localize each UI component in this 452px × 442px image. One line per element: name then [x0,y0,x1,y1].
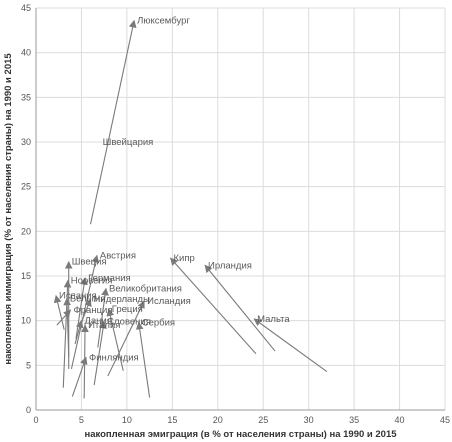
point-label: Швеция [72,257,107,268]
arrow-Дания [74,319,84,345]
arrow-Словения [93,320,107,386]
arrow-Нидерланды [80,298,92,323]
point-label: Исландия [147,296,191,307]
point-label: Финляндия [89,352,139,363]
point-label: Сербия [142,317,175,328]
arrow-Великобритания [97,287,109,348]
y-tick-label: 5 [26,360,31,370]
x-tick-label: 0 [33,415,38,425]
arrow-Исландия [107,300,145,377]
arrow-Греция [106,308,124,371]
y-tick-label: 20 [21,226,31,236]
grid [35,7,446,411]
point-label: Нидерланды [94,294,151,305]
axes [35,8,445,411]
arrow-Германия [75,277,88,339]
x-tick-label: 30 [304,415,314,425]
point-label: Ирландия [208,260,252,271]
arrow-Австрия [70,254,100,370]
point-label: Греция [112,304,143,315]
point-label: Швейцария [103,137,154,148]
x-tick-label: 5 [79,415,84,425]
arrow-Франция [56,309,72,326]
y-tick-label: 10 [21,316,31,326]
point-label: Бельгия [70,293,106,304]
point-label: Великобритания [109,284,182,295]
y-tick-label: 0 [26,405,31,415]
point-label: Австрия [100,250,136,261]
y-tick-label: 45 [21,3,31,13]
point-label: Дания [84,316,111,327]
arrow-Испания [53,294,65,330]
point-label: Испания [59,291,97,302]
arrow-Ирландия [204,264,276,352]
arrow-Люксембург [89,19,137,225]
y-tick-label: 35 [21,92,31,102]
x-tick-label: 25 [258,415,268,425]
y-tick-label: 40 [21,48,31,58]
x-tick-label: 20 [213,415,223,425]
point-label: Франция [74,305,113,316]
point-label: Норвегия [71,275,113,286]
point-label: Кипр [174,253,195,264]
arrows [53,19,328,399]
point-label: Люксембург [137,16,190,27]
x-axis-title: накопленная эмиграция (в % от населения … [84,429,397,440]
y-tick-label: 25 [21,182,31,192]
arrow-Финляндия [71,356,88,397]
y-tick-label: 30 [21,137,31,147]
point-label: Германия [88,273,131,284]
point-label: Словения [107,317,151,328]
point-labels: Люксембург Швейцария Кипр Ирландия Мальта Шве… [59,16,290,364]
x-tick-label: 45 [440,415,450,425]
y-tick-label: 15 [21,271,31,281]
x-tick-label: 35 [349,415,359,425]
x-tick-label: 40 [395,415,405,425]
point-label: Мальта [257,314,290,325]
y-axis-title: накопленная иммиграция (% от населения с… [3,53,14,365]
tick-labels: 0 5 10 15 20 25 30 35 40 45 0 5 10 15 20 25 30 35 40 45 [21,3,450,425]
arrow-Мальта [253,318,328,373]
x-tick-label: 15 [167,415,177,425]
point-label: Италия [88,320,120,331]
arrow-Бельгия [63,297,71,357]
x-tick-label: 10 [122,415,132,425]
arrow-Сербия [135,321,151,398]
arrow-Кипр [170,257,257,355]
